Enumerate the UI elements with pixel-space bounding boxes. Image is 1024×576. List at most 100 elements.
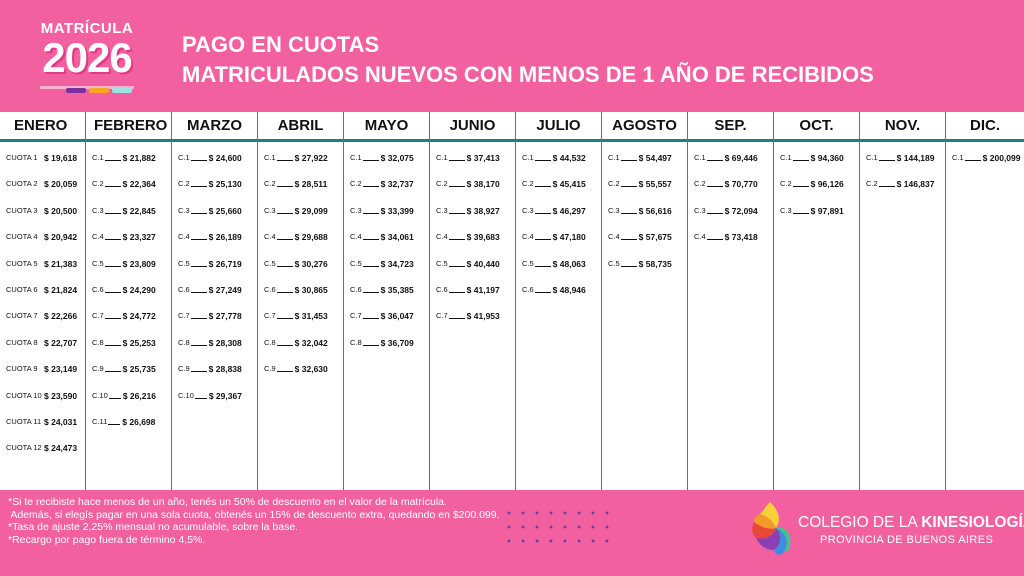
installment-list: C.1 $ 37,413 C.2 $ 38,170 C.3 $ 38,927 C.4 $ 39… xyxy=(430,142,515,338)
fill-line xyxy=(534,259,551,267)
badge-color-bars xyxy=(66,88,132,93)
installment-label: C.5 xyxy=(436,258,448,268)
installment-row: C.8 $ 36,709 xyxy=(344,338,429,364)
logo-title: COLEGIO DE LA KINESIOLOGÍA xyxy=(798,514,1024,532)
installment-row: C.4 $ 34,061 xyxy=(344,232,429,258)
installment-row: C.3 $ 56,616 xyxy=(602,206,687,232)
installment-row: CUOTA 1 $ 19,618 xyxy=(0,153,85,179)
installment-row: C.4 $ 57,675 xyxy=(602,232,687,258)
installment-label: C.4 xyxy=(264,232,276,242)
month-header: NOV. xyxy=(860,112,945,142)
installment-label: C.1 xyxy=(178,153,190,162)
installment-amount: $ 21,824 xyxy=(44,284,78,295)
installment-amount: $ 20,059 xyxy=(44,179,78,190)
title-line-2: MATRICULADOS NUEVOS CON MENOS DE 1 AÑO D… xyxy=(182,62,874,87)
month-header: SEP. xyxy=(688,112,773,142)
fill-line xyxy=(190,364,207,373)
installment-list: C.1 $ 21,882 C.2 $ 22,364 C.3 $ 22,845 C.4 $ 23… xyxy=(86,142,171,443)
installment-label: CUOTA 1 xyxy=(6,153,38,162)
installment-list: C.1 $ 144,189 C.2 $ 146,837 xyxy=(860,142,945,206)
installment-amount: $ 40,440 xyxy=(466,258,500,269)
installment-label: C.2 xyxy=(350,179,362,189)
installment-label: C.1 xyxy=(780,153,792,162)
installment-amount: $ 54,497 xyxy=(638,153,672,163)
installment-amount: $ 26,189 xyxy=(208,232,242,243)
installment-row: C.1 $ 144,189 xyxy=(860,153,945,179)
installment-row: C.6 $ 27,249 xyxy=(172,285,257,311)
installment-label: C.7 xyxy=(92,311,104,321)
installment-amount: $ 31,453 xyxy=(294,311,328,322)
installment-label: C.2 xyxy=(608,179,620,189)
installment-amount: $ 69,446 xyxy=(724,153,758,163)
installment-row: CUOTA 8 $ 22,707 xyxy=(0,338,85,364)
installment-amount: $ 32,075 xyxy=(380,153,414,163)
matricula-badge: MATRÍCULA 2026 xyxy=(36,20,138,100)
installment-row: CUOTA 9 $ 23,149 xyxy=(0,364,85,390)
badge-underline xyxy=(40,86,134,89)
column-junio: JUNIO C.1 $ 37,413 C.2 $ 38,170 C.3 $ 38,927 C.… xyxy=(430,112,516,490)
installment-list: C.1 $ 94,360 C.2 $ 96,126 C.3 $ 97,891 xyxy=(774,142,859,232)
installment-label: CUOTA 7 xyxy=(6,311,38,321)
installment-amount: $ 55,557 xyxy=(638,179,672,190)
installment-amount: $ 32,042 xyxy=(294,337,328,348)
fill-line xyxy=(276,232,293,241)
installment-row: C.2 $ 32,737 xyxy=(344,179,429,205)
footer-note-3: *Tasa de ajuste 2,25% mensual no acumula… xyxy=(8,521,299,533)
installment-row: C.1 $ 32,075 xyxy=(344,153,429,179)
fill-line xyxy=(362,232,379,241)
installment-amount: $ 30,276 xyxy=(294,258,328,269)
installment-label: C.3 xyxy=(178,205,190,215)
fill-line xyxy=(362,206,379,214)
decorative-dots xyxy=(502,506,612,550)
installment-amount: $ 20,500 xyxy=(44,205,78,216)
fill-line xyxy=(108,391,121,399)
installment-list: C.1 $ 44,532 C.2 $ 45,415 C.3 $ 46,297 C.4 $ 47… xyxy=(516,142,601,311)
installment-row: C.7 $ 41,953 xyxy=(430,311,515,337)
logo-title-part-1: COLEGIO DE LA xyxy=(798,514,922,531)
installment-label: CUOTA 8 xyxy=(6,337,38,347)
installment-row: C.5 $ 26,719 xyxy=(172,259,257,285)
installment-row: CUOTA 7 $ 22,266 xyxy=(0,311,85,337)
installment-label: C.1 xyxy=(264,153,276,162)
installment-label: C.6 xyxy=(350,284,362,294)
column-marzo: MARZO C.1 $ 24,600 C.2 $ 25,130 C.3 $ 25,660 C.… xyxy=(172,112,258,490)
installment-row: C.4 $ 23,327 xyxy=(86,232,171,258)
installment-amount: $ 25,660 xyxy=(208,205,242,216)
installment-row: C.5 $ 48,063 xyxy=(516,259,601,285)
column-sep: SEP. C.1 $ 69,446 C.2 $ 70,770 C.3 $ 72,094 C.4… xyxy=(688,112,774,490)
installment-label: C.9 xyxy=(264,364,276,374)
installment-row: C.1 $ 21,882 xyxy=(86,153,171,179)
installment-row: C.2 $ 70,770 xyxy=(688,179,773,205)
installment-row: CUOTA 10 $ 23,590 xyxy=(0,391,85,417)
installment-amount: $ 25,253 xyxy=(122,337,156,348)
installment-label: C.3 xyxy=(694,205,706,215)
fill-line xyxy=(190,179,207,188)
installment-label: C.1 xyxy=(92,153,104,162)
installment-amount: $ 29,367 xyxy=(208,390,242,401)
fill-line xyxy=(792,179,809,188)
fill-line xyxy=(878,179,895,188)
fill-line xyxy=(448,232,465,241)
installment-row: C.2 $ 22,364 xyxy=(86,179,171,205)
fill-line xyxy=(620,206,637,214)
fill-line xyxy=(190,153,207,161)
fill-line xyxy=(792,206,809,214)
installment-row: C.5 $ 40,440 xyxy=(430,259,515,285)
installment-label: C.2 xyxy=(178,179,190,189)
installment-label: C.2 xyxy=(436,179,448,189)
installment-label: C.8 xyxy=(350,337,362,347)
installment-row: C.1 $ 54,497 xyxy=(602,153,687,179)
installment-row: C.5 $ 23,809 xyxy=(86,259,171,285)
fill-line xyxy=(362,285,379,293)
installment-row: C.2 $ 38,170 xyxy=(430,179,515,205)
fill-line xyxy=(276,153,293,161)
installment-row: C.3 $ 33,399 xyxy=(344,206,429,232)
installment-label: C.1 xyxy=(952,153,964,162)
fill-line xyxy=(104,338,121,346)
installment-label: C.2 xyxy=(522,179,534,189)
installment-amount: $ 32,630 xyxy=(294,364,328,375)
installment-label: C.6 xyxy=(92,284,104,294)
installment-label: C.6 xyxy=(264,284,276,294)
month-header: ENERO xyxy=(0,112,85,142)
installment-row: C.6 $ 41,197 xyxy=(430,285,515,311)
